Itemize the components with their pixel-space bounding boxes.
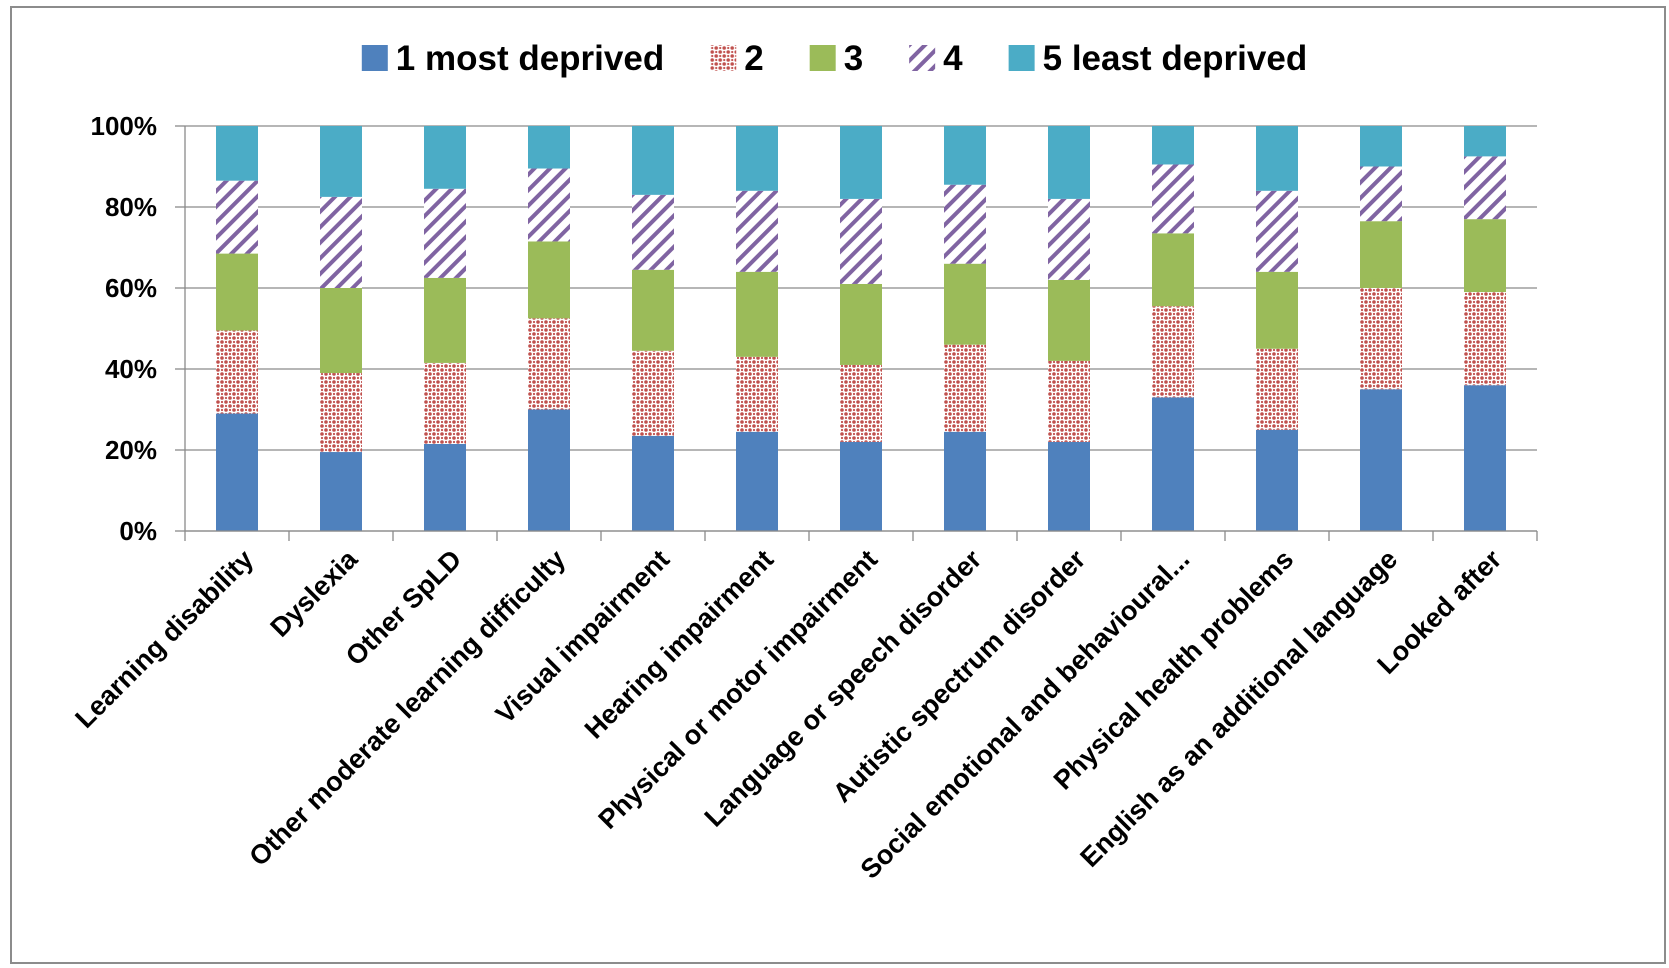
bar-segment-series-4: [1464, 156, 1506, 220]
bar-segment-series-4: [840, 198, 882, 284]
bar-segment-series-4: [1256, 190, 1298, 272]
bar-segment-series-2: [1256, 348, 1298, 430]
y-tick-label: 40%: [105, 354, 157, 384]
bar-segment-series-4: [320, 196, 362, 288]
y-axis: 0% 20% 40% 60% 80% 100%: [91, 111, 186, 546]
bar-segment-series-3: [632, 269, 674, 351]
bar-segment-series-3: [944, 263, 986, 345]
bar-segment-series-5: [216, 126, 258, 181]
bar-segment-series-4: [1360, 166, 1402, 222]
y-tick-label: 80%: [105, 192, 157, 222]
bar-segment-series-2: [736, 356, 778, 432]
legend-swatch: [909, 45, 936, 71]
bar-segment-series-3: [736, 271, 778, 357]
bar-segment-series-1: [216, 413, 258, 531]
y-tick-label: 20%: [105, 435, 157, 465]
bar-segment-series-5: [320, 126, 362, 197]
bar-segment-series-2: [840, 364, 882, 442]
bar-segment-series-4: [944, 184, 986, 264]
legend-swatch: [1008, 45, 1035, 71]
bar-segment-series-1: [528, 409, 570, 531]
legend-item: 5 least deprived: [1008, 39, 1308, 78]
bar-segment-series-2: [944, 344, 986, 432]
legend-swatch: [361, 45, 388, 71]
bar-segment-series-3: [216, 253, 258, 331]
legend: 1 most deprived 2 3 4 5 least deprived: [361, 39, 1308, 78]
bars: [216, 126, 1506, 531]
bar-segment-series-2: [1360, 288, 1402, 390]
bar-segment-series-1: [840, 441, 882, 531]
legend-label: 2: [744, 39, 763, 78]
bar-segment-series-2: [1152, 306, 1194, 398]
bar-segment-series-3: [424, 277, 466, 363]
bar-segment-series-4: [736, 190, 778, 272]
bar-segment-series-3: [1048, 279, 1090, 361]
bar-segment-series-3: [320, 288, 362, 374]
bar-segment-series-1: [424, 443, 466, 531]
y-tick-label: 0%: [119, 516, 157, 546]
bar-segment-series-4: [216, 180, 258, 254]
bar-segment-series-2: [320, 373, 362, 453]
bar-segment-series-4: [1048, 198, 1090, 280]
bar-segment-series-1: [944, 431, 986, 531]
bar-segment-series-2: [216, 330, 258, 414]
bar-segment-series-3: [528, 241, 570, 319]
bar-segment-series-4: [632, 194, 674, 270]
legend-swatch: [809, 45, 836, 71]
y-tick-label: 100%: [91, 111, 158, 141]
bar-segment-series-5: [1048, 126, 1090, 199]
legend-item: 4: [909, 39, 963, 78]
bar-segment-series-2: [424, 362, 466, 444]
bar-segment-series-4: [528, 168, 570, 242]
bar-segment-series-3: [1152, 233, 1194, 307]
legend-label: 4: [943, 39, 963, 78]
bar-segment-series-5: [424, 126, 466, 189]
bar-segment-series-1: [632, 435, 674, 531]
bar-segment-series-5: [944, 126, 986, 185]
bar-segment-series-2: [1048, 360, 1090, 442]
bar-segment-series-3: [1464, 219, 1506, 293]
bar-segment-series-1: [320, 452, 362, 531]
bar-segment-series-1: [1256, 429, 1298, 531]
bar-segment-series-5: [1360, 126, 1402, 167]
bar-segment-series-2: [528, 318, 570, 410]
x-tick-label: Learning disability: [69, 544, 259, 734]
legend-label: 1 most deprived: [396, 39, 664, 78]
bar-segment-series-2: [632, 350, 674, 436]
bar-segment-series-3: [1256, 271, 1298, 349]
legend-item: 2: [710, 39, 764, 78]
legend-item: 3: [809, 39, 863, 78]
bar-segment-series-1: [1048, 441, 1090, 531]
bar-segment-series-1: [1360, 389, 1402, 531]
legend-label: 5 least deprived: [1043, 39, 1308, 78]
bar-segment-series-2: [1464, 292, 1506, 386]
bar-segment-series-4: [1152, 164, 1194, 234]
bar-segment-series-4: [424, 188, 466, 278]
x-tick-label: Dyslexia: [265, 543, 364, 642]
bar-segment-series-1: [1152, 397, 1194, 531]
bar-segment-series-1: [1464, 385, 1506, 531]
legend-label: 3: [844, 39, 863, 78]
bar-segment-series-5: [840, 126, 882, 199]
bar-segment-series-5: [1464, 126, 1506, 157]
bar-segment-series-5: [528, 126, 570, 169]
bar-segment-series-5: [632, 126, 674, 195]
bar-segment-series-3: [1360, 221, 1402, 288]
legend-item: 1 most deprived: [361, 39, 664, 78]
bar-segment-series-5: [736, 126, 778, 191]
x-tick-label: Visual impairment: [490, 544, 675, 729]
bar-segment-series-5: [1152, 126, 1194, 165]
bar-segment-series-3: [840, 283, 882, 365]
y-tick-label: 60%: [105, 273, 157, 303]
legend-swatch: [710, 45, 737, 71]
bar-segment-series-5: [1256, 126, 1298, 191]
x-tick-label: Hearing impairment: [579, 544, 780, 745]
bar-segment-series-1: [736, 431, 778, 531]
